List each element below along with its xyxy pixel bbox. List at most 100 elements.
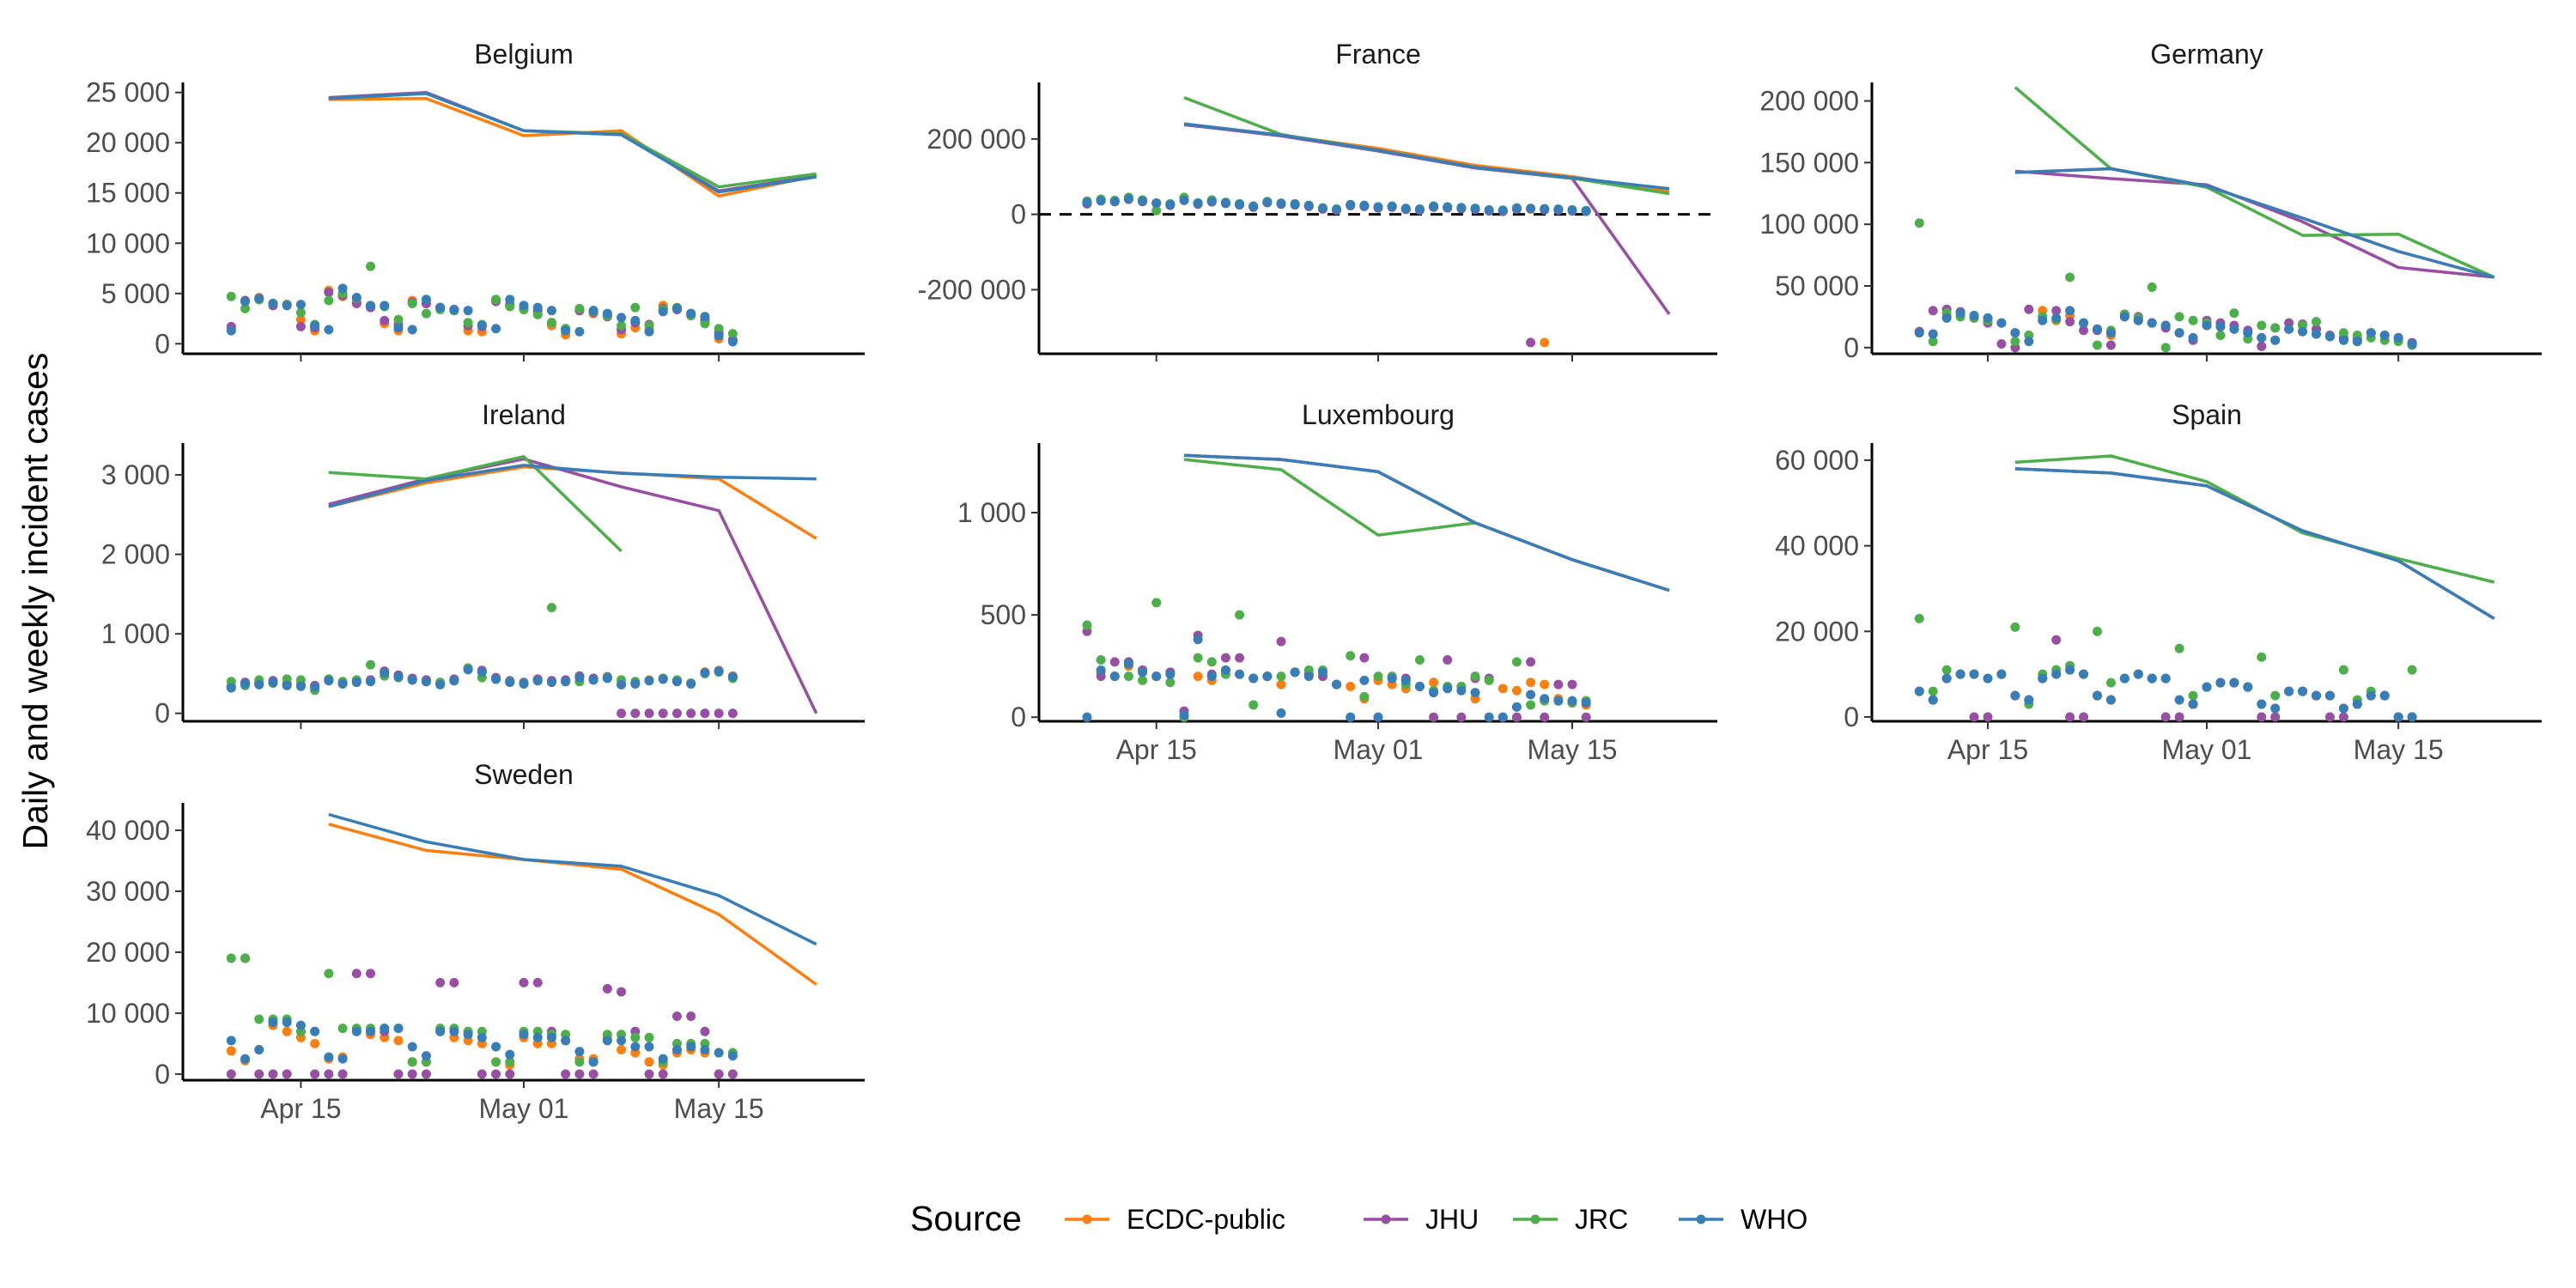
daily-point-who: [1498, 712, 1508, 722]
legend-label-jhu: JHU: [1425, 1204, 1479, 1235]
daily-point-who: [658, 674, 668, 684]
daily-point-who: [1969, 669, 1979, 679]
daily-point-jhu: [2174, 712, 2184, 722]
daily-point-who: [268, 298, 278, 308]
daily-point-jrc: [1249, 700, 1259, 710]
daily-point-who: [561, 325, 571, 336]
daily-point-who: [630, 315, 641, 325]
daily-point-jrc: [700, 319, 710, 329]
daily-point-jhu: [1235, 653, 1245, 663]
x-tick-label: May 01: [2162, 734, 2252, 765]
daily-point-jhu: [393, 1069, 404, 1079]
daily-point-jhu: [1511, 712, 1522, 722]
daily-point-jhu: [714, 708, 724, 719]
daily-point-jrc: [1928, 337, 1938, 347]
daily-point-who: [1484, 205, 1494, 216]
daily-point-who: [1387, 673, 1397, 683]
daily-point-who: [644, 1042, 654, 1052]
daily-point-jrc: [1235, 610, 1245, 620]
daily-point-who: [671, 1045, 682, 1055]
daily-point-who: [644, 326, 654, 337]
panels-container: Belgium 0 5 000 10 000 15 000 20 000 25 000 Fra…: [86, 39, 2542, 1124]
daily-point-jhu: [1526, 657, 1536, 667]
daily-point-who: [2065, 306, 2075, 316]
daily-point-who: [1303, 201, 1314, 211]
daily-point-jrc: [1082, 620, 1092, 630]
daily-point-who: [658, 1054, 668, 1064]
y-tick-label: 30 000: [86, 876, 170, 907]
y-tick-label: 15 000: [86, 178, 170, 209]
daily-point-who: [1332, 204, 1342, 215]
daily-point-jhu: [519, 977, 529, 987]
daily-point-jrc: [1193, 653, 1203, 663]
weekly-line-jrc: [2014, 454, 2495, 584]
daily-point-jrc: [240, 303, 250, 313]
daily-point-who: [519, 301, 529, 311]
daily-point-who: [380, 668, 390, 678]
daily-point-who: [226, 683, 236, 693]
daily-point-who: [1109, 197, 1120, 207]
legend-point-jrc: [1530, 1214, 1540, 1224]
daily-point-who: [2352, 337, 2362, 347]
daily-point-jrc: [727, 329, 738, 339]
daily-point-jhu: [2051, 306, 2062, 316]
daily-point-jrc: [617, 320, 627, 331]
daily-point-who: [1941, 313, 1952, 323]
daily-point-who: [324, 325, 334, 335]
daily-point-who: [574, 672, 585, 683]
weekly-line-who: [1183, 453, 1670, 592]
daily-point-ecdc-public: [1526, 677, 1536, 688]
daily-point-jhu: [435, 977, 446, 987]
daily-point-who: [546, 306, 556, 316]
daily-point-jhu: [366, 969, 376, 979]
daily-point-who: [1996, 318, 2007, 328]
daily-point-jrc: [1151, 205, 1162, 216]
daily-point-who: [1387, 201, 1397, 211]
daily-point-jhu: [617, 708, 627, 719]
daily-point-jrc: [226, 953, 236, 963]
daily-point-jhu: [2105, 340, 2116, 350]
daily-point-who: [1206, 671, 1217, 682]
daily-point-who: [1567, 205, 1577, 216]
daily-point-jrc: [254, 1014, 264, 1024]
daily-point-who: [366, 301, 376, 311]
daily-point-jrc: [1941, 665, 1952, 675]
daily-point-jrc: [463, 318, 473, 328]
daily-point-who: [226, 1036, 236, 1046]
daily-point-jhu: [1276, 636, 1286, 647]
daily-point-who: [1969, 310, 1979, 320]
daily-point-who: [310, 1026, 320, 1036]
daily-point-who: [282, 301, 292, 311]
weekly-line-who: [2014, 467, 2495, 620]
daily-point-who: [1220, 197, 1230, 208]
y-tick-label: 20 000: [1775, 616, 1859, 647]
daily-point-who: [254, 679, 264, 690]
daily-point-who: [1373, 712, 1383, 722]
daily-point-jrc: [2407, 665, 2417, 675]
daily-point-who: [714, 331, 724, 341]
daily-point-who: [658, 307, 668, 317]
daily-point-who: [1082, 712, 1092, 722]
x-tick-label: Apr 15: [1116, 734, 1197, 765]
daily-point-who: [1249, 673, 1259, 683]
daily-point-who: [1511, 702, 1522, 712]
daily-point-who: [1914, 328, 1924, 338]
daily-point-who: [282, 680, 292, 690]
daily-point-jrc: [1914, 218, 1924, 228]
daily-point-jhu: [644, 1069, 654, 1079]
daily-point-who: [2188, 332, 2198, 343]
daily-point-who: [2065, 665, 2075, 675]
daily-point-who: [2270, 335, 2281, 345]
daily-point-jrc: [1151, 598, 1162, 608]
daily-point-who: [2119, 312, 2129, 322]
daily-point-jrc: [1414, 655, 1425, 665]
daily-point-jhu: [1567, 679, 1577, 690]
daily-point-who: [505, 295, 515, 305]
daily-point-jhu: [1109, 657, 1120, 667]
daily-point-ecdc-public: [310, 1038, 320, 1048]
daily-point-who: [1317, 204, 1327, 214]
daily-point-jrc: [2215, 330, 2226, 340]
daily-point-who: [1082, 197, 1092, 208]
daily-point-who: [463, 665, 473, 675]
y-tick-label: 500: [981, 599, 1026, 630]
